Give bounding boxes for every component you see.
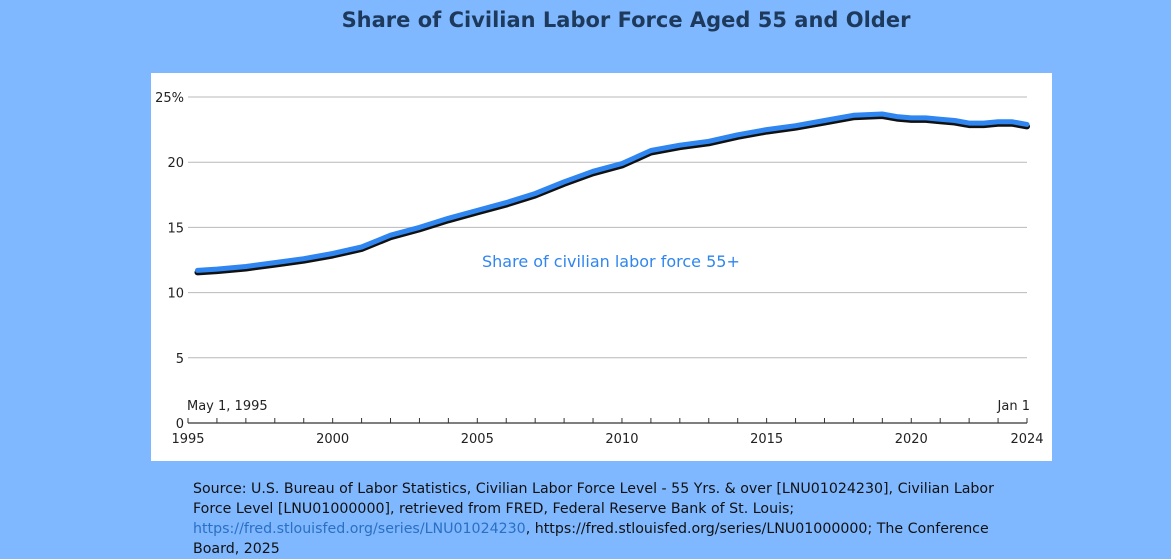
y-tick-label: 10 (167, 287, 184, 302)
series-line-shadow (194, 113, 1030, 276)
x-tick-label: 2000 (316, 432, 349, 447)
series-label: Share of civilian labor force 55+ (482, 252, 740, 271)
y-tick-label: 5 (176, 352, 184, 367)
x-tick-label: 2005 (461, 432, 494, 447)
series-line (195, 111, 1030, 273)
y-tick-label: 15 (167, 221, 184, 236)
chart-panel: 0 5 10 15 20 25% 1995 2000 2005 2010 2015 2020 2024 M… (151, 73, 1052, 461)
source-link[interactable]: https://fred.stlouisfed.org/series/LNU01… (193, 521, 526, 537)
x-tick-label: 2024 (1010, 432, 1043, 447)
source-text: Source: U.S. Bureau of Labor Statistics,… (193, 481, 994, 517)
start-date-label: May 1, 1995 (187, 399, 268, 414)
y-tick-label: 25% (155, 91, 184, 106)
chart-title: Share of Civilian Labor Force Aged 55 an… (341, 8, 911, 32)
x-tick-label: 2010 (605, 432, 638, 447)
source-note: Source: U.S. Bureau of Labor Statistics,… (193, 479, 1023, 559)
y-tick-label: 0 (176, 417, 184, 432)
y-tick-label: 20 (167, 156, 184, 171)
x-tick-label: 2015 (750, 432, 783, 447)
end-date-label: Jan 1 (997, 399, 1030, 414)
line-chart: 0 5 10 15 20 25% 1995 2000 2005 2010 2015 2020 2024 M… (155, 91, 1043, 447)
x-tick-label: 1995 (171, 432, 204, 447)
x-tick-label: 2020 (895, 432, 928, 447)
